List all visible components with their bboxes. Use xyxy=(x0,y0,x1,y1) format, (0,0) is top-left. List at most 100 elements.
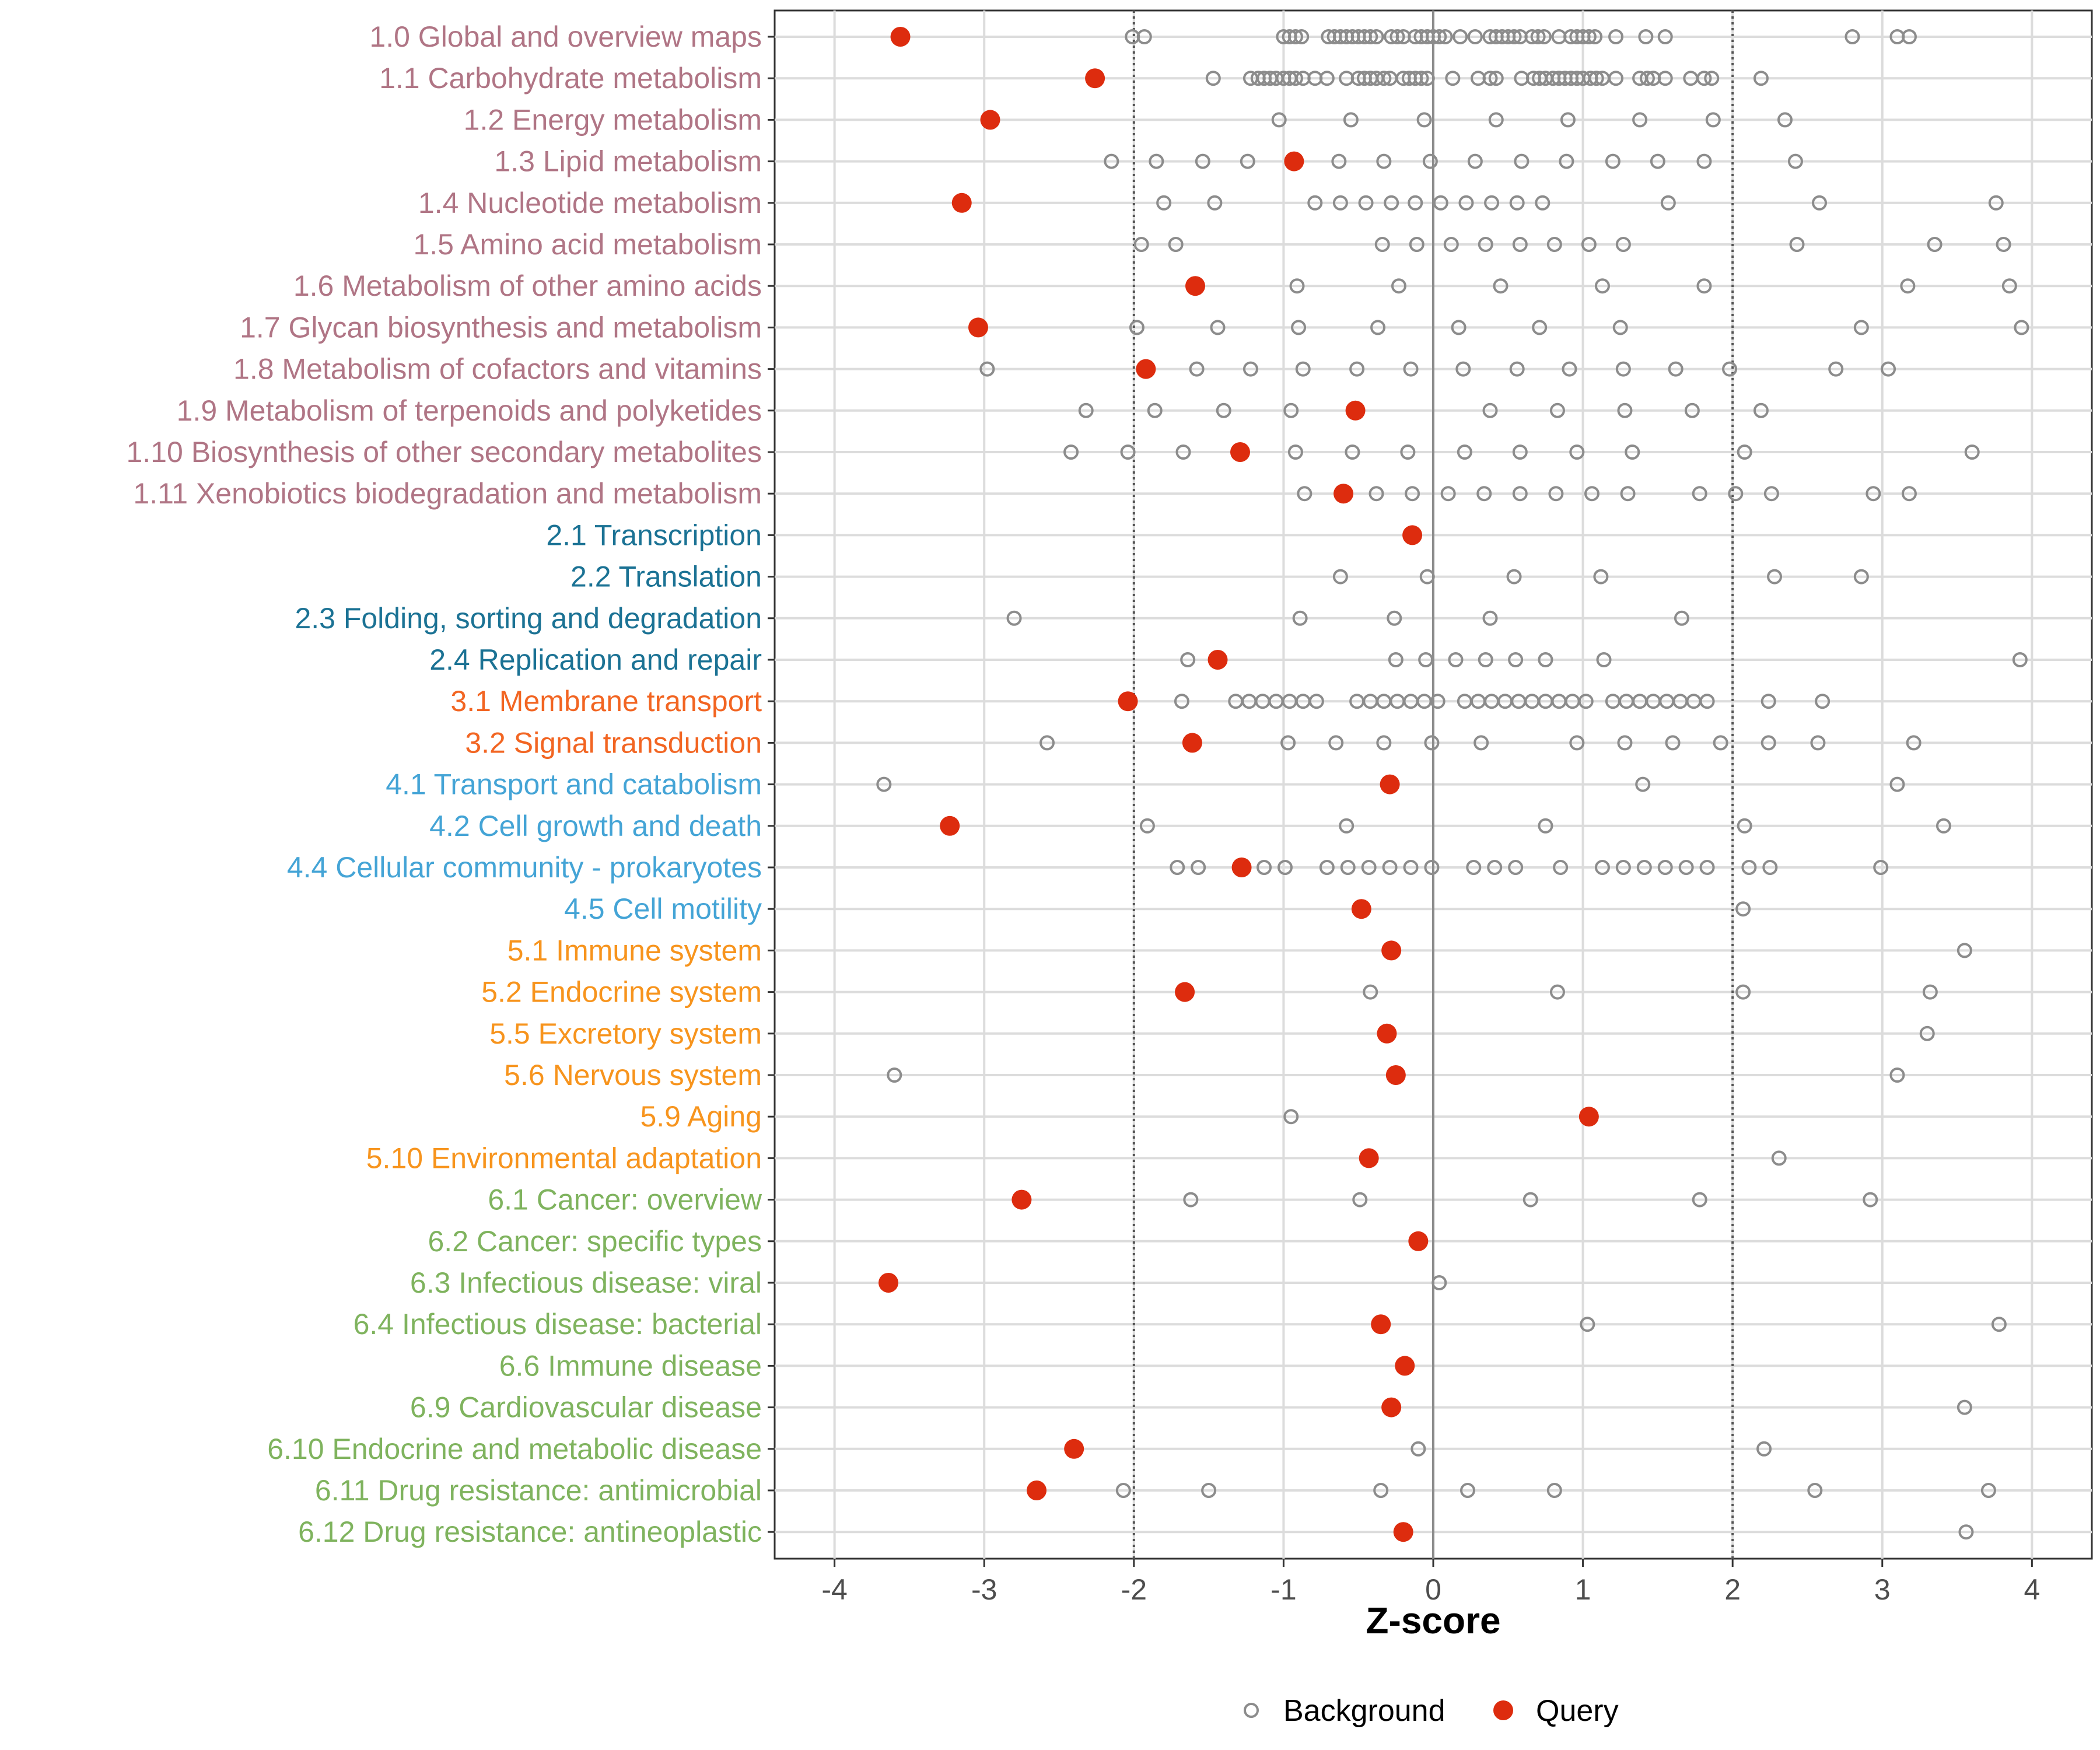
background-point xyxy=(1433,195,1448,211)
background-point xyxy=(1006,610,1022,626)
background-point xyxy=(1901,29,1917,44)
background-point xyxy=(1722,361,1738,377)
background-point xyxy=(1901,486,1917,502)
background-point xyxy=(1332,195,1348,211)
background-point xyxy=(1478,237,1493,252)
background-point xyxy=(1388,652,1404,667)
background-point xyxy=(1170,860,1185,875)
query-point xyxy=(1402,525,1423,545)
background-point xyxy=(1319,71,1335,86)
background-point xyxy=(1668,361,1684,377)
background-point xyxy=(1242,361,1258,377)
x-tick-label: -2 xyxy=(1121,1573,1147,1606)
background-point xyxy=(1405,486,1420,502)
background-point xyxy=(1448,652,1464,667)
background-point xyxy=(1705,112,1721,128)
x-tick-label: 4 xyxy=(2024,1573,2040,1606)
x-tick-label: -4 xyxy=(821,1573,847,1606)
background-point xyxy=(1615,860,1631,875)
background-point xyxy=(1291,320,1307,335)
background-point xyxy=(1866,486,1881,502)
background-point xyxy=(1493,278,1508,294)
background-point xyxy=(1696,71,1712,86)
background-point xyxy=(1625,444,1640,460)
background-point xyxy=(1615,361,1631,377)
background-point xyxy=(1458,195,1474,211)
background-point xyxy=(1419,71,1435,86)
legend-label-query: Query xyxy=(1536,1694,1619,1728)
y-tick-label: 6.12 Drug resistance: antineoplastic xyxy=(298,1516,762,1548)
background-point xyxy=(1376,735,1392,751)
background-point xyxy=(1863,1192,1878,1208)
background-point xyxy=(1789,237,1805,252)
background-point xyxy=(1699,694,1715,709)
background-point xyxy=(1201,1483,1217,1498)
background-point xyxy=(1594,278,1610,294)
background-point xyxy=(1508,860,1524,875)
background-point xyxy=(1657,29,1673,44)
background-point xyxy=(1560,112,1576,128)
background-point xyxy=(1514,153,1530,169)
background-point xyxy=(1696,278,1712,294)
background-point xyxy=(1713,735,1728,751)
background-point xyxy=(1349,361,1365,377)
background-point xyxy=(1391,278,1406,294)
background-point xyxy=(1581,237,1597,252)
background-point xyxy=(1400,444,1416,460)
background-point xyxy=(1332,569,1348,584)
background-point xyxy=(1289,278,1305,294)
background-point xyxy=(1368,486,1384,502)
background-point xyxy=(1147,402,1163,418)
y-tick-label: 1.3 Lipid metabolism xyxy=(494,145,762,178)
x-tick-label: 2 xyxy=(1724,1573,1741,1606)
background-point xyxy=(1363,984,1378,1000)
background-point xyxy=(1488,112,1504,128)
background-point xyxy=(1455,361,1471,377)
x-axis: -4 -3 -2 -1 0 1 2 3 4 xyxy=(821,1559,2040,1606)
background-point xyxy=(1906,735,1922,751)
background-point xyxy=(1596,652,1612,667)
background-point xyxy=(1522,1192,1538,1208)
background-point xyxy=(1873,860,1889,875)
background-point xyxy=(1620,486,1636,502)
x-tick-label: -1 xyxy=(1270,1573,1296,1606)
background-point xyxy=(1660,195,1676,211)
background-point xyxy=(1345,444,1360,460)
background-point xyxy=(1331,153,1347,169)
background-point xyxy=(1853,569,1869,584)
background-point xyxy=(1737,444,1752,460)
background-point xyxy=(1484,195,1500,211)
background-point xyxy=(1991,1317,2007,1332)
background-point xyxy=(1352,1192,1368,1208)
background-point xyxy=(1980,1483,1996,1498)
query-point xyxy=(1175,982,1195,1002)
background-point xyxy=(1957,943,1972,958)
background-point xyxy=(1753,71,1769,86)
y-tick-label: 2.3 Folding, sorting and degradation xyxy=(295,602,762,635)
background-point xyxy=(1569,735,1585,751)
query-point xyxy=(1230,442,1250,462)
query-point xyxy=(1393,1522,1413,1542)
query-point xyxy=(1185,276,1206,296)
y-tick-label: 4.5 Cell motility xyxy=(564,892,762,925)
y-tick-label: 6.6 Immune disease xyxy=(499,1349,762,1382)
background-point xyxy=(979,361,995,377)
background-point xyxy=(1195,153,1210,169)
background-point xyxy=(1605,153,1620,169)
background-point xyxy=(1452,29,1468,44)
background-point xyxy=(1474,735,1489,751)
background-point xyxy=(1548,486,1564,502)
background-point xyxy=(1361,860,1377,875)
background-point xyxy=(1413,71,1429,86)
background-point xyxy=(1957,1399,1972,1415)
query-point xyxy=(1371,1314,1391,1335)
background-point xyxy=(1737,818,1752,834)
background-point xyxy=(1482,610,1498,626)
background-point xyxy=(1408,195,1423,211)
background-point xyxy=(1271,112,1287,128)
query-point xyxy=(1385,1065,1406,1085)
background-point xyxy=(1283,402,1299,418)
background-point xyxy=(1283,1109,1299,1125)
background-point xyxy=(1307,195,1323,211)
legend-key-query xyxy=(1493,1700,1513,1720)
